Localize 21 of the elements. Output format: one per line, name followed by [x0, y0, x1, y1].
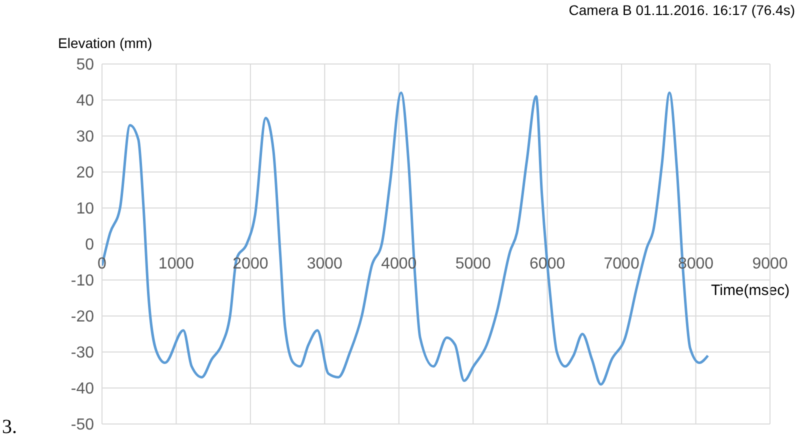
y-axis-title: Elevation (mm) — [58, 35, 152, 51]
y-tick-label: -40 — [70, 380, 94, 398]
x-axis-title: Time(msec) — [711, 282, 790, 299]
y-tick-label: 10 — [76, 200, 94, 218]
y-tick-label: 30 — [76, 128, 94, 146]
y-tick-label: 40 — [76, 92, 94, 110]
y-tick-label: 20 — [76, 164, 94, 182]
y-tick-label: -50 — [70, 416, 94, 434]
x-tick-label: 1000 — [158, 255, 194, 272]
y-tick-label: -20 — [70, 308, 94, 326]
text: 3. — [2, 416, 17, 439]
x-tick-label: 7000 — [604, 255, 640, 272]
y-tick-label: -30 — [70, 344, 94, 362]
y-tick-label: 0 — [85, 236, 94, 254]
chart-title: Camera B 01.11.2016. 16:17 (76.4s) — [568, 2, 795, 18]
y-tick-label: -10 — [70, 272, 94, 290]
y-tick-label: 50 — [76, 56, 94, 74]
x-tick-label: 9000 — [752, 255, 788, 272]
x-tick-label: 5000 — [455, 255, 492, 272]
x-tick-label: 0 — [98, 255, 107, 272]
x-tick-label: 3000 — [306, 255, 343, 272]
